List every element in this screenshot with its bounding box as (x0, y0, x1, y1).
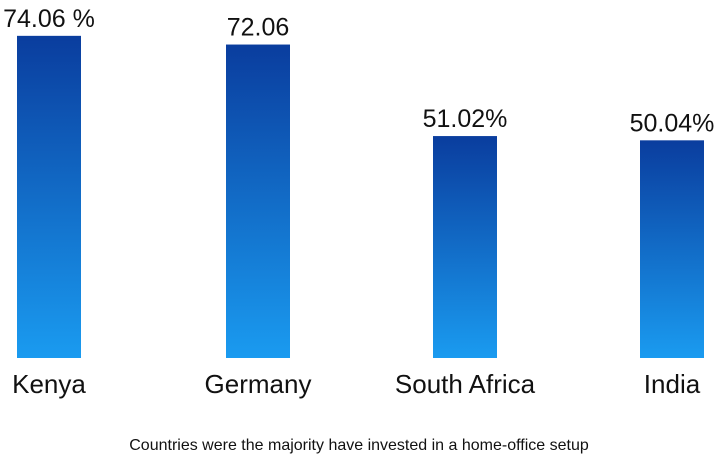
category-label-germany: Germany (205, 369, 312, 399)
bar-germany (226, 44, 290, 358)
category-label-south-africa: South Africa (395, 369, 536, 399)
value-label-south-africa: 51.02% (423, 105, 508, 133)
category-label-india: India (644, 369, 701, 399)
value-label-germany: 72.06 (227, 14, 290, 42)
bars-group (17, 35, 704, 359)
value-label-india: 50.04% (630, 109, 715, 137)
bar-kenya (17, 35, 81, 359)
bar-south-africa (433, 136, 497, 358)
value-label-kenya: 74.06 % (3, 5, 95, 33)
bar-india (640, 140, 704, 358)
chart-caption: Countries were the majority have investe… (129, 437, 589, 454)
category-labels-group: Kenya Germany South Africa India (12, 369, 701, 399)
value-labels-group: 74.06 % 72.06 51.02% 50.04% (3, 5, 714, 137)
category-label-kenya: Kenya (12, 369, 86, 399)
